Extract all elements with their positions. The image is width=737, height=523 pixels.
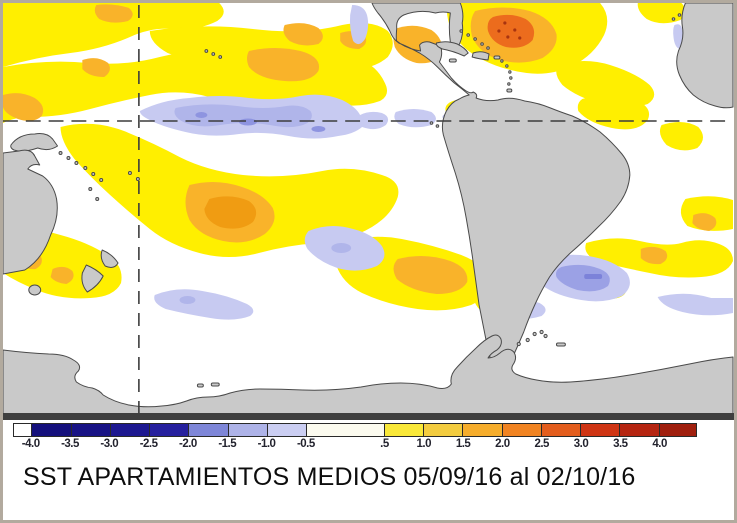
colorbar-tick-label: -3.0 [100,438,119,450]
colorbar-tick-label: -0.5 [296,438,315,450]
map-bottom-frame [3,413,734,420]
hawaii-islands [204,49,223,59]
colorbar-segment [188,424,228,436]
atlantic-islets [671,13,682,21]
antarctic-islands [196,333,548,388]
bahamas-islands [459,29,490,50]
colorbar-segment [619,424,659,436]
colorbar-tick-label: -2.0 [179,438,197,450]
land-australia [3,149,58,275]
colorbar-segment [423,424,463,436]
colorbar-tick-label: 3.0 [573,438,589,450]
colorbar-segment [149,424,189,436]
colorbar-tick-label: 1.5 [455,438,471,450]
red-stipple-dots [497,21,522,40]
colorbar-tick-label: -2.5 [139,438,158,450]
land-tasmania [28,284,42,296]
colorbar-tick-label: 1.0 [416,438,432,450]
colorbar-segment [266,424,307,436]
cool-anomaly-regions [139,5,734,320]
colorbar-tick-label: -4.0 [21,438,40,450]
landmasses [3,3,734,418]
colorbar-tick-label: 2.0 [495,438,510,450]
land-new-zealand-south [81,264,104,293]
land-antarctica [3,334,734,418]
land-puerto-rico [493,55,501,60]
antilles-islands [500,59,513,93]
colorbar [13,423,697,437]
colorbar-tick-label: -1.0 [257,438,276,450]
colorbar-segment [462,424,502,436]
graticule [3,5,734,413]
colorbar-tick-label: -3.5 [61,438,79,450]
sst-anomaly-map [3,3,734,420]
colorbar-segment [383,424,424,436]
colorbar-segment [658,424,697,436]
land-jamaica [448,58,457,63]
colorbar-segment [227,424,267,436]
colorbar-segment [70,424,110,436]
land-africa [676,3,734,109]
land-new-zealand-north [100,249,119,268]
colorbar-segment [109,424,150,436]
land-hispaniola [471,51,490,61]
colorbar-segment [501,424,541,436]
figure-title: SST APARTAMIENTOS MEDIOS 05/09/16 al 02/… [23,463,636,491]
melanesia-islands [58,151,140,201]
land-cuba [435,41,469,57]
colorbar-segment [540,424,581,436]
colorbar-segment [306,424,384,436]
colorbar-segment [31,424,71,436]
land-americas [371,3,631,383]
colorbar-tick-label: -1.5 [218,438,237,450]
land-new-guinea [10,133,59,152]
falkland-islands [532,329,566,347]
colorbar-tick-label: .5 [380,438,389,450]
colorbar-segment [580,424,620,436]
color-scale-legend: -4.0 -3.5 -3.0 -2.5 -2.0 -1.5 -1.0 -0.5 .5 1.0 1.5… [3,423,734,453]
colorbar-segment [14,424,32,436]
colorbar-tick-label: 3.5 [613,438,628,450]
colorbar-tick-label: 2.5 [534,438,549,450]
colorbar-ticks: -4.0 -3.5 -3.0 -2.5 -2.0 -1.5 -1.0 -0.5 .5 1.0 1.5… [13,437,697,453]
galapagos-islands [429,121,440,128]
orange-core-regions [204,14,535,229]
colorbar-tick-label: 4.0 [652,438,667,450]
